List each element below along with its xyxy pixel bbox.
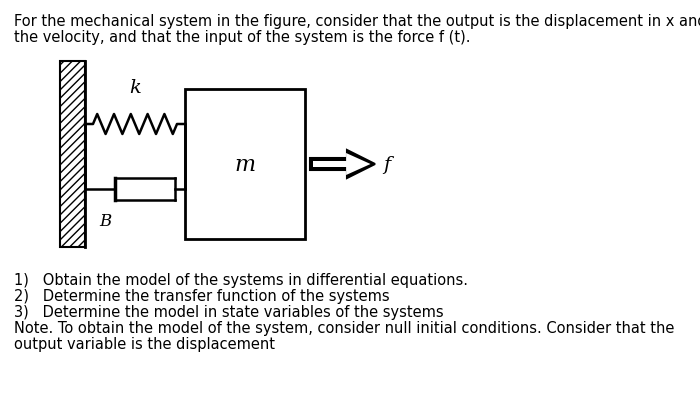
Polygon shape	[313, 154, 370, 176]
Text: f: f	[383, 156, 390, 174]
Text: For the mechanical system in the figure, consider that the output is the displac: For the mechanical system in the figure,…	[14, 14, 700, 29]
Polygon shape	[310, 151, 375, 178]
Bar	[185, 90, 305, 239]
Text: output variable is the displacement: output variable is the displacement	[14, 336, 275, 351]
Text: k: k	[129, 79, 141, 97]
Text: the velocity, and that the input of the system is the force f (t).: the velocity, and that the input of the …	[14, 30, 470, 45]
Text: Note. To obtain the model of the system, consider null initial conditions. Consi: Note. To obtain the model of the system,…	[14, 320, 674, 335]
Text: B: B	[99, 213, 111, 229]
Text: 1)   Obtain the model of the systems in differential equations.: 1) Obtain the model of the systems in di…	[14, 272, 468, 287]
Text: 2)   Determine the transfer function of the systems: 2) Determine the transfer function of th…	[14, 288, 390, 303]
Text: m: m	[234, 154, 255, 176]
Text: 3)   Determine the model in state variables of the systems: 3) Determine the model in state variable…	[14, 304, 444, 319]
Bar	[60, 62, 85, 247]
